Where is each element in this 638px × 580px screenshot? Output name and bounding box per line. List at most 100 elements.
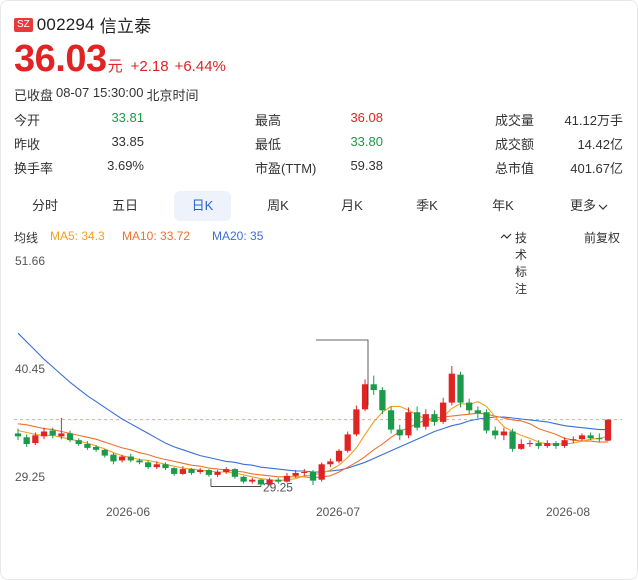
candle [492,430,499,436]
ma5-value: MA5: 34.3 [50,229,105,243]
status-datetime: 08-07 15:30:00 [56,85,144,100]
candle [23,437,30,445]
stat-value: 14.42亿 [577,137,623,152]
stat-value: 41.12万手 [564,113,623,128]
candle [535,443,542,446]
technical-annotation-label: 技术标注 [515,231,528,296]
candle [561,440,568,446]
max-marker-leader [316,339,369,406]
candle [509,431,516,449]
candle [145,462,152,468]
market-status: 已收盘 08-07 15:30:00 北京时间 [14,85,199,104]
candle [379,390,386,411]
stat-value: 33.81 [111,110,144,125]
stat-label: 成交额 [495,137,535,152]
candle [84,444,91,448]
candle [275,479,282,482]
candle [118,456,126,461]
candle [500,431,508,436]
stat-label: 昨收 [14,137,41,152]
x-tick-label: 2026-08 [546,505,590,519]
technical-annotation-button[interactable]: 技术标注 [500,229,527,296]
x-tick-label: 2026-07 [316,505,360,519]
stat-label: 换手率 [14,161,54,176]
candle [387,410,395,430]
y-tick-label: 40.45 [15,362,45,376]
candle [257,479,265,485]
candle [361,384,369,410]
chevron-down-icon [598,204,608,210]
ma5-line [17,401,609,482]
stat-value: 3.69% [107,158,144,173]
candle [49,430,56,436]
candle [231,469,239,477]
stat-value: 33.85 [111,134,144,149]
min-marker-label: 29.25 [263,480,293,494]
candle [292,472,299,476]
y-tick-label: 51.66 [15,254,45,268]
tab-yearly-k[interactable]: 年K [492,198,514,213]
x-tick-label: 2026-06 [106,505,150,519]
stat-label: 今开 [14,113,41,128]
stock-name: 信立泰 [99,17,152,36]
candle [413,412,421,428]
candle [309,471,317,481]
tab-more[interactable]: 更多 [554,191,624,221]
candle [14,433,22,437]
candle [283,475,291,482]
stat-value: 33.80 [350,134,383,149]
candle [353,409,360,435]
tab-five-day[interactable]: 五日 [111,198,138,213]
candle [58,433,65,437]
tab-daily-k[interactable]: 日K [174,191,231,221]
stat-label: 市盈(TTM) [255,161,317,176]
candle [440,402,447,422]
candle [223,469,230,472]
candle [518,444,525,449]
candle [188,469,195,473]
candle [318,464,325,480]
tab-weekly-k[interactable]: 周K [267,198,289,213]
adjust-button[interactable]: 前复权 [584,231,621,245]
candle [604,419,612,441]
price-row: 36.03 元 +2.18 +6.44% [14,38,232,81]
candle [587,435,594,439]
candle [457,374,464,403]
candle [32,435,39,444]
candle [526,443,534,445]
candle [75,440,82,445]
candle [405,412,412,436]
candle [431,414,438,422]
tab-quarterly-k[interactable]: 季K [416,198,438,213]
candle [171,468,178,474]
candle [422,414,429,427]
candle [578,435,586,440]
candle [335,450,343,462]
stock-code: 002294 [36,14,95,34]
ma-legend: 均线 MA5: 34.3 MA10: 33.72 MA20: 35 技术标注 前… [14,229,624,296]
stock-header: SZ 002294 信立泰 [14,12,151,37]
tab-monthly-k[interactable]: 月K [341,198,363,213]
tab-intraday[interactable]: 分时 [31,198,58,213]
candle [344,434,351,451]
candle [266,479,273,485]
current-price: 36.03 [14,38,107,80]
candle [179,469,186,474]
price-change-pct: +6.44% [174,58,226,75]
tab-more-label: 更多 [569,198,596,213]
candle [448,373,455,403]
candle [474,410,481,414]
candle [552,443,560,446]
candle [205,470,213,475]
candle [240,476,247,482]
exchange-badge: SZ [14,17,33,32]
candle [370,384,377,391]
candle [101,449,108,456]
candle [197,470,204,472]
price-unit: 元 [107,58,123,75]
candle [127,456,134,461]
y-tick-label: 29.25 [15,470,45,484]
kline-chart[interactable]: 51.66 40.45 29.25 2026-06 2026-07 2026-08 29.2… [0,250,638,530]
candle [396,429,403,436]
